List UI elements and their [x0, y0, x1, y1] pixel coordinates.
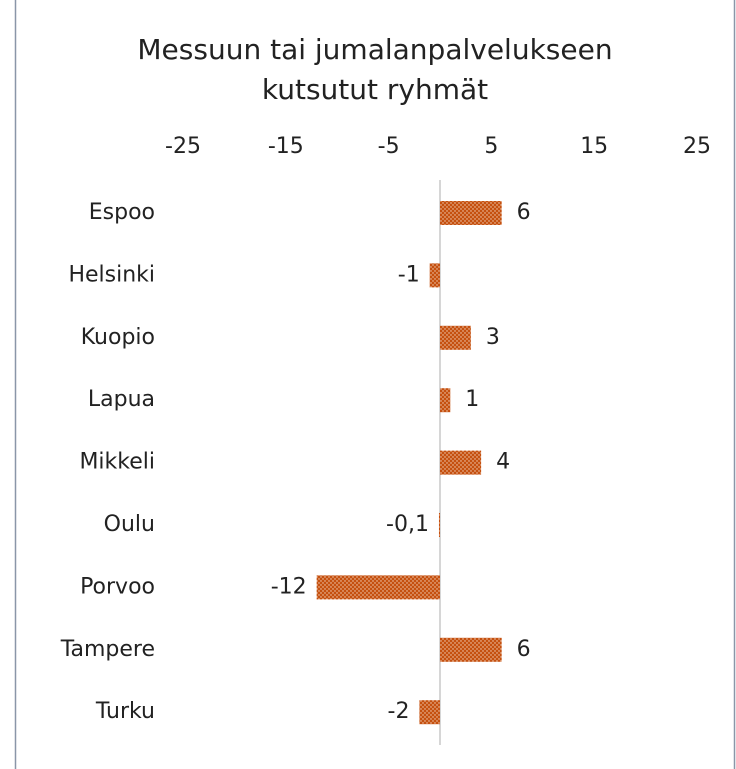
x-tick-label: 5 [484, 134, 498, 159]
x-tick-label: 25 [683, 134, 711, 159]
bar [440, 637, 502, 662]
value-label: -1 [398, 262, 420, 287]
value-label: 3 [486, 325, 500, 350]
x-tick-label: -5 [378, 134, 400, 159]
bar [440, 325, 471, 350]
y-tick-label: Tampere [60, 637, 155, 662]
value-label: 6 [517, 200, 531, 225]
bar [429, 263, 440, 288]
chart-title: Messuun tai jumalanpalvelukseen kutsutut… [137, 33, 613, 106]
bar [440, 450, 482, 475]
bar [440, 201, 502, 225]
y-tick-label: Turku [95, 699, 155, 724]
bar [438, 513, 440, 537]
value-label: -2 [388, 699, 410, 724]
value-label: 1 [465, 387, 479, 412]
bar [316, 575, 440, 600]
bar [419, 700, 440, 725]
x-tick-label: -15 [268, 134, 304, 159]
y-tick-label: Porvoo [80, 574, 155, 599]
x-tick-label: -25 [165, 134, 201, 159]
frame [14, 0, 736, 769]
y-tick-label: Oulu [104, 512, 155, 537]
y-tick-label: Helsinki [68, 262, 155, 287]
value-label: -0,1 [386, 512, 429, 537]
x-tick-label: 15 [580, 134, 608, 159]
y-tick-label: Mikkeli [79, 450, 155, 475]
y-tick-label: Lapua [88, 387, 155, 412]
y-tick-label: Kuopio [81, 325, 155, 350]
value-label: 6 [517, 637, 531, 662]
bar [440, 388, 451, 413]
value-label: 4 [496, 450, 510, 475]
value-label: -12 [271, 574, 307, 599]
y-tick-label: Espoo [89, 200, 155, 225]
